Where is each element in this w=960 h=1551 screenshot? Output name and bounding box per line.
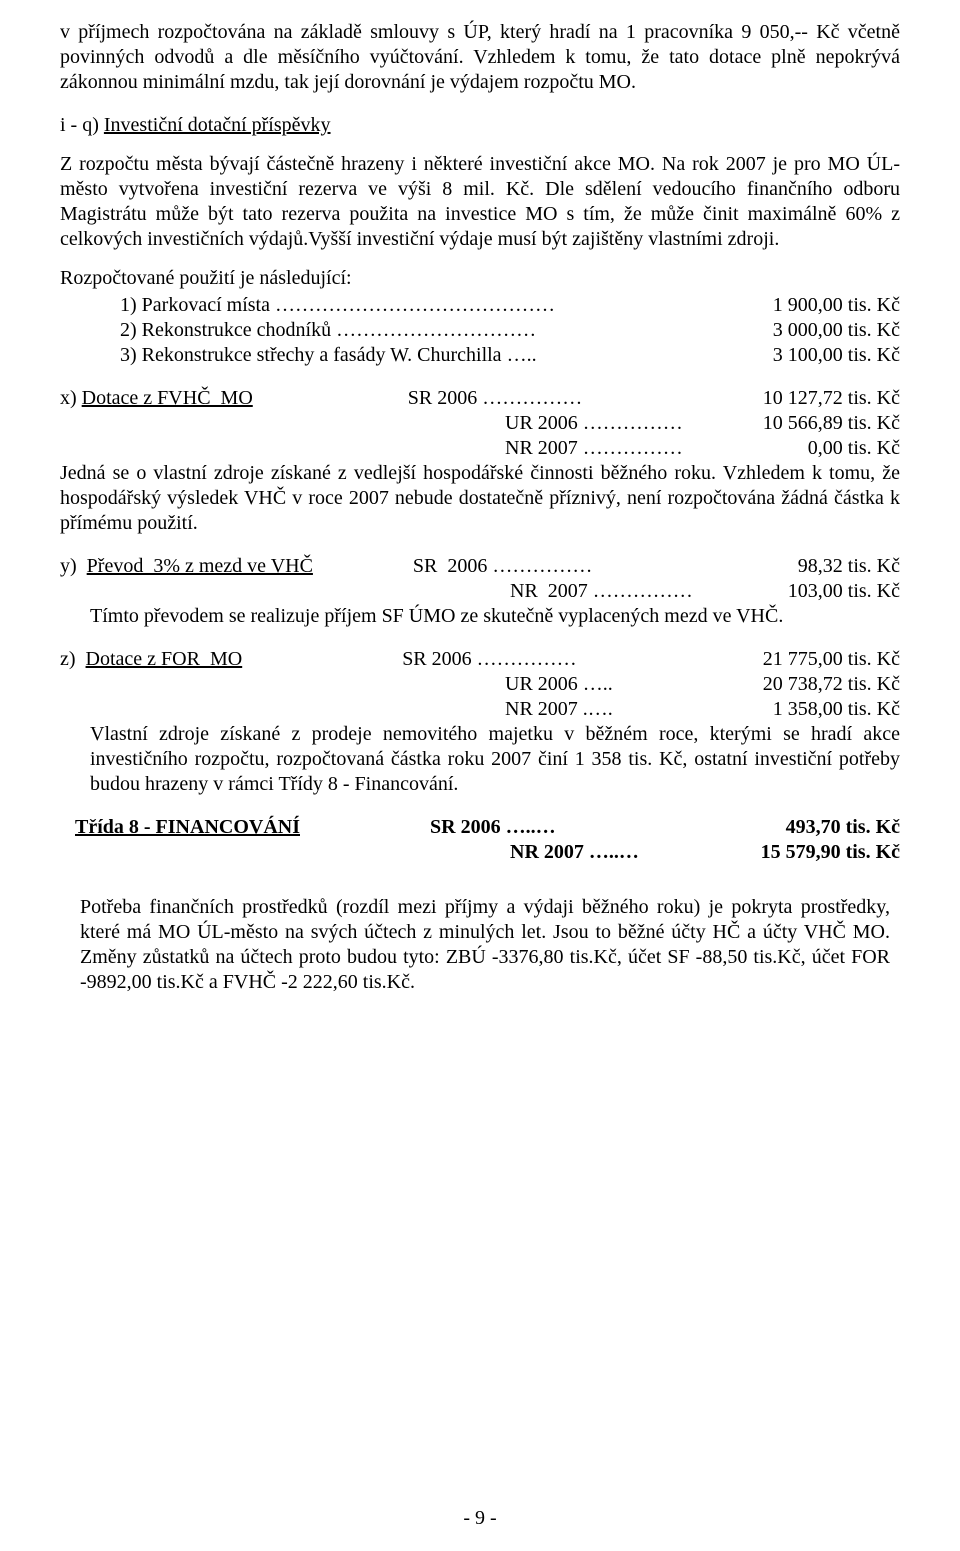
t8-sr-lead: SR 2006 — [430, 815, 506, 840]
x-ur-row: UR 2006 …………… 10 566,89 tis. Kč — [390, 411, 900, 436]
t8-nr-value: 15 579,90 tis. Kč — [756, 840, 900, 865]
intro-paragraph: v příjmech rozpočtována na základě smlou… — [60, 20, 900, 95]
t8-title: Třída 8 - FINANCOVÁNÍ — [75, 815, 300, 840]
spacer — [60, 815, 75, 840]
z-label: z) — [60, 647, 86, 672]
y-nr-row: NR 2007 …………… 103,00 tis. Kč — [390, 579, 900, 604]
dots: …………… — [477, 647, 753, 672]
usage-2-value: 3 000,00 tis. Kč — [768, 318, 900, 343]
usage-3-label: 3) Rekonstrukce střechy a fasády W. Chur… — [120, 343, 507, 368]
t8-nr-lead: NR 2007 — [505, 840, 589, 865]
iq-body: Z rozpočtu města bývají částečně hrazeny… — [60, 152, 900, 252]
dots: …..… — [589, 840, 756, 865]
t8-sr-value: 493,70 tis. Kč — [751, 815, 900, 840]
usage-row-1: 1) Parkovací místa …………………………………… 1 900,… — [120, 293, 900, 318]
z-values-block: UR 2006 ….. 20 738,72 tis. Kč NR 2007 .…… — [390, 672, 900, 722]
document-page: v příjmech rozpočtována na základě smlou… — [0, 0, 960, 1551]
x-nr-lead: NR 2007 — [505, 436, 583, 461]
spacer — [390, 411, 505, 436]
section-y-header: y) Převod 3% z mezd ve VHČ SR 2006 ……………… — [60, 554, 900, 579]
x-values-block: UR 2006 …………… 10 566,89 tis. Kč NR 2007 … — [390, 411, 900, 461]
dots: …………… — [583, 411, 758, 436]
x-nr-value: 0,00 tis. Kč — [803, 436, 900, 461]
y-values-block: NR 2007 …………… 103,00 tis. Kč — [390, 579, 900, 604]
iq-label: i - q) — [60, 114, 104, 136]
z-sr-value: 21 775,00 tis. Kč — [753, 647, 900, 672]
z-nr-lead: NR 2007 — [505, 697, 583, 722]
usage-1-label: 1) Parkovací místa — [120, 293, 275, 318]
spacer — [390, 436, 505, 461]
y-body: Tímto převodem se realizuje příjem SF ÚM… — [90, 604, 900, 629]
dots: …………… — [593, 579, 783, 604]
final-paragraph: Potřeba finančních prostředků (rozdíl me… — [80, 895, 890, 995]
z-ur-row: UR 2006 ….. 20 738,72 tis. Kč — [390, 672, 900, 697]
spacer — [313, 554, 413, 579]
y-title: Převod 3% z mezd ve VHČ — [87, 554, 313, 579]
spacer — [242, 647, 402, 672]
dots: …………… — [482, 386, 758, 411]
z-ur-lead: UR 2006 — [505, 672, 583, 697]
usage-1-value: 1 900,00 tis. Kč — [768, 293, 900, 318]
x-title: Dotace z FVHČ MO — [82, 386, 253, 411]
section-iq-header: i - q) Investiční dotační příspěvky — [60, 113, 900, 138]
y-nr-lead: NR 2007 — [505, 579, 593, 604]
usage-2-label: 2) Rekonstrukce chodníků — [120, 318, 336, 343]
x-ur-lead: UR 2006 — [505, 411, 583, 436]
usage-3-value: 3 100,00 tis. Kč — [768, 343, 900, 368]
dots: ….. — [507, 343, 768, 368]
page-number: - 9 - — [0, 1506, 960, 1531]
t8-nr-row: NR 2007 …..… 15 579,90 tis. Kč — [390, 840, 900, 865]
dots: …………… — [492, 554, 762, 579]
spacer — [300, 815, 430, 840]
usage-row-3: 3) Rekonstrukce střechy a fasády W. Chur… — [120, 343, 900, 368]
section-x-header: x) Dotace z FVHČ MO SR 2006 …………… 10 127… — [60, 386, 900, 411]
usage-row-2: 2) Rekonstrukce chodníků ………………………… 3 00… — [120, 318, 900, 343]
spacer — [390, 672, 505, 697]
iq-title: Investiční dotační příspěvky — [104, 114, 331, 136]
iq-usage-intro: Rozpočtované použití je následující: — [60, 266, 900, 291]
z-title: Dotace z FOR MO — [86, 647, 243, 672]
x-ur-value: 10 566,89 tis. Kč — [758, 411, 900, 436]
section-t8-header: Třída 8 - FINANCOVÁNÍ SR 2006 …..… 493,7… — [60, 815, 900, 840]
y-sr-lead: SR 2006 — [413, 554, 492, 579]
t8-values-block: NR 2007 …..… 15 579,90 tis. Kč — [390, 840, 900, 865]
iq-usage-list: 1) Parkovací místa …………………………………… 1 900,… — [120, 293, 900, 368]
spacer — [253, 386, 408, 411]
x-label: x) — [60, 386, 82, 411]
z-body: Vlastní zdroje získané z prodeje nemovit… — [90, 722, 900, 797]
y-label: y) — [60, 554, 87, 579]
z-nr-value: 1 358,00 tis. Kč — [763, 697, 900, 722]
dots: …..… — [506, 815, 751, 840]
z-nr-row: NR 2007 .…. 1 358,00 tis. Kč — [390, 697, 900, 722]
dots: ………………………… — [336, 318, 768, 343]
spacer — [390, 697, 505, 722]
dots: …………… — [583, 436, 803, 461]
spacer — [390, 579, 505, 604]
x-body: Jedná se o vlastní zdroje získané z vedl… — [60, 461, 900, 536]
dots: …………………………………… — [275, 293, 768, 318]
z-sr-lead: SR 2006 — [402, 647, 476, 672]
section-z-header: z) Dotace z FOR MO SR 2006 …………… 21 775,… — [60, 647, 900, 672]
y-nr-value: 103,00 tis. Kč — [783, 579, 900, 604]
x-sr-value: 10 127,72 tis. Kč — [758, 386, 900, 411]
y-sr-value: 98,32 tis. Kč — [763, 554, 900, 579]
x-nr-row: NR 2007 …………… 0,00 tis. Kč — [390, 436, 900, 461]
x-sr-lead: SR 2006 — [408, 386, 482, 411]
spacer — [390, 840, 505, 865]
dots: ….. — [583, 672, 753, 697]
z-ur-value: 20 738,72 tis. Kč — [753, 672, 900, 697]
dots: .…. — [583, 697, 763, 722]
